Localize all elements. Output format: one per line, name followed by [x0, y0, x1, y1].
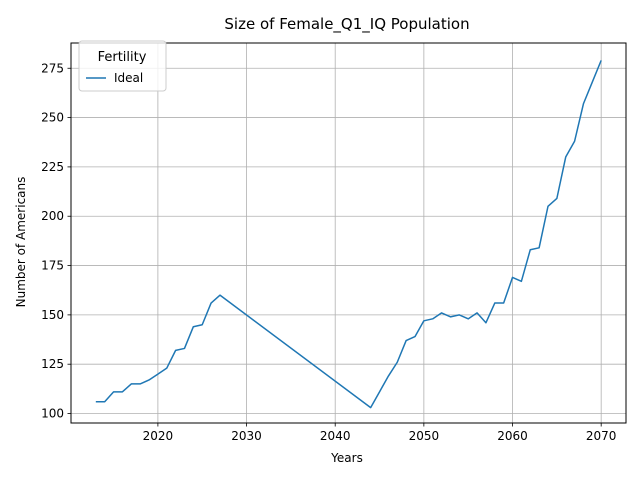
y-tick-label: 175	[41, 259, 64, 273]
plot-frame	[70, 42, 627, 424]
y-tick-label: 275	[41, 61, 64, 75]
y-tick-label: 125	[41, 357, 64, 371]
legend: Fertility Ideal	[78, 40, 167, 92]
series-line-ideal	[95, 60, 602, 409]
y-tick-label: 200	[41, 209, 64, 223]
plot-series	[95, 60, 602, 409]
y-tick-label: 100	[41, 407, 64, 421]
x-tick-label: 2070	[586, 429, 617, 443]
x-tick-label: 2040	[320, 429, 351, 443]
x-tick-label: 2020	[143, 429, 174, 443]
x-tick-label: 2060	[497, 429, 528, 443]
legend-label-ideal: Ideal	[114, 71, 143, 85]
y-tick-label: 225	[41, 160, 64, 174]
legend-title: Fertility	[98, 50, 147, 65]
y-tick-label: 250	[41, 111, 64, 125]
grid-lines	[71, 43, 626, 423]
x-axis-label: Years	[330, 451, 363, 465]
chart-title: Size of Female_Q1_IQ Population	[224, 15, 469, 34]
axis-ticks: 2020 2030 2040 2050 2060 2070 100 125 150 175 200 2…	[41, 61, 616, 443]
x-tick-label: 2050	[409, 429, 440, 443]
x-tick-label: 2030	[231, 429, 262, 443]
y-tick-label: 150	[41, 308, 64, 322]
y-axis-label: Number of Americans	[14, 177, 28, 308]
